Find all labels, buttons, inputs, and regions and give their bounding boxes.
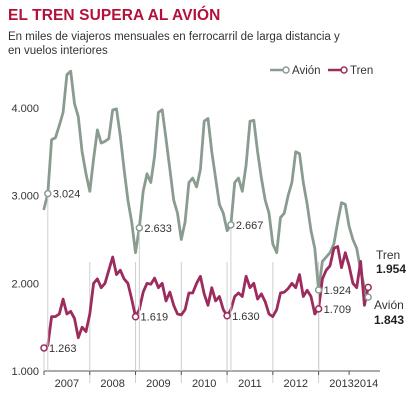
x-tick-label: 2011 bbox=[238, 378, 262, 390]
x-tick-label: 2009 bbox=[146, 378, 170, 390]
legend-label: Avión bbox=[292, 65, 321, 77]
annotation-label: 1.619 bbox=[141, 312, 169, 324]
annotation-point bbox=[223, 312, 231, 320]
annotation-label: 2.633 bbox=[144, 223, 172, 235]
y-axis: 1.000 2.000 3.000 4.000 bbox=[11, 103, 39, 378]
annotation-point bbox=[40, 344, 48, 352]
x-tick-label: 2012 bbox=[283, 378, 307, 390]
x-tick-label: 2008 bbox=[100, 378, 124, 390]
annotation-point bbox=[131, 312, 140, 321]
series-line-avion bbox=[42, 69, 370, 299]
chart-title: EL TREN SUPERA AL AVIÓN bbox=[8, 7, 221, 24]
legend-label: Tren bbox=[350, 65, 373, 77]
grid-lines bbox=[43, 262, 380, 383]
chart-subtitle: En miles de viajeros mensuales en ferroc… bbox=[8, 31, 340, 57]
annotation-point bbox=[135, 224, 144, 232]
x-tick-label: 2010 bbox=[192, 378, 216, 390]
x-tick-label: 2014 bbox=[354, 378, 378, 390]
x-tick-label: 2007 bbox=[55, 378, 79, 390]
annotation-label: 1.924 bbox=[324, 285, 352, 297]
y-tick-label: 1.000 bbox=[11, 366, 39, 378]
y-tick-label: 4.000 bbox=[11, 103, 39, 115]
annotations: 3.024 2.633 2.667 1.924 1.263 1.619 1.630 1.709 bbox=[40, 189, 352, 371]
x-axis: 2007 2008 2009 2010 2011 2012 2013 2014 bbox=[55, 378, 379, 390]
y-tick-label: 3.000 bbox=[11, 191, 39, 203]
annotation-label: 1.709 bbox=[324, 304, 352, 316]
annotation-point bbox=[314, 286, 323, 294]
annotation-label: 3.024 bbox=[53, 189, 81, 201]
legend: Avión Tren bbox=[270, 65, 373, 77]
series-line-tren bbox=[42, 245, 370, 350]
end-point bbox=[364, 293, 372, 301]
annotation-label: 1.263 bbox=[49, 343, 77, 355]
annotation-label: 2.667 bbox=[236, 220, 264, 232]
annotation-point bbox=[227, 221, 235, 229]
legend-swatch-point bbox=[282, 66, 290, 74]
x-tick-label: 2013 bbox=[329, 378, 353, 390]
annotation-point bbox=[314, 305, 323, 313]
legend-swatch-point bbox=[340, 66, 348, 74]
y-tick-label: 2.000 bbox=[11, 278, 39, 290]
end-label-avion-name: Avión bbox=[374, 298, 404, 312]
end-point bbox=[364, 283, 372, 292]
series-lines bbox=[42, 69, 370, 350]
annotation-label: 1.630 bbox=[232, 311, 260, 323]
annotation-point bbox=[44, 189, 52, 198]
end-label-tren-name: Tren bbox=[376, 248, 400, 262]
end-label-avion-value: 1.843 bbox=[374, 313, 404, 327]
end-label-tren-value: 1.954 bbox=[376, 262, 406, 276]
